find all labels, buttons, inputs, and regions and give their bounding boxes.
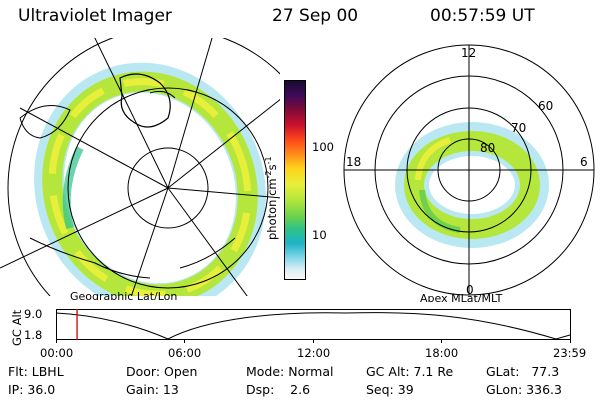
info-gain: Gain: 13: [126, 382, 179, 397]
mlt-label-18: 18: [346, 155, 361, 169]
aurora-oval-magnetic: [404, 131, 540, 239]
coastline-southeast: [179, 237, 236, 269]
altitude-ytick-high: 9.0: [24, 307, 43, 321]
coastline-islands: [149, 90, 176, 99]
time-label: 00:57:59 UT: [430, 6, 535, 26]
xtick-0000: 00:00: [40, 346, 74, 360]
magnetic-polar-plot: 12 18 6 0 60 70 80 Apex MLat/MLT: [343, 44, 595, 302]
colorbar-tick-100: 100: [312, 140, 334, 154]
altitude-ytick-low: 1.8: [24, 328, 43, 342]
mlt-label-12: 12: [461, 46, 476, 60]
altitude-x-ticks: [56, 340, 571, 343]
right-map-caption: Apex MLat/MLT: [420, 292, 503, 302]
mlt-label-0: 0: [466, 283, 474, 297]
info-ip: IP: 36.0: [8, 382, 56, 397]
info-glat: GLat: 77.3: [486, 364, 560, 379]
mlt-label-6: 6: [580, 155, 588, 169]
altitude-plot: [56, 309, 571, 343]
info-filter: Flt: LBHL: [8, 364, 64, 379]
lat-label-80: 80: [480, 141, 495, 155]
info-seq: Seq: 39: [366, 382, 414, 397]
info-dsp: Dsp: 2.6: [246, 382, 311, 397]
geographic-map: Geographic Lat/Lon: [0, 38, 280, 300]
left-map-caption: Geographic Lat/Lon: [70, 290, 177, 300]
altitude-ylabel: GC Alt: [10, 309, 24, 346]
aurora-bright-segment: [415, 137, 452, 181]
colorbar-unit-label: photon cm-2s-1: [264, 156, 279, 240]
info-door: Door: Open: [126, 364, 198, 379]
xtick-1800: 18:00: [425, 346, 459, 360]
aurora-dayside-patch: [62, 146, 84, 229]
lat-circle-middle: [67, 87, 269, 289]
aurora-duskside-segment: [419, 189, 461, 233]
meridian-lines: [0, 38, 280, 296]
altitude-plot-frame: [56, 309, 571, 340]
xtick-0600: 06:00: [168, 346, 202, 360]
lat-label-60: 60: [538, 99, 553, 113]
info-glon: GLon: 336.3: [486, 382, 562, 397]
lat-circle-inner: [127, 147, 209, 229]
lat-circle-outer: [7, 38, 280, 296]
altitude-curve: [56, 312, 571, 340]
greenland-coastline: [119, 73, 171, 128]
date-label: 27 Sep 00: [272, 6, 359, 26]
colorbar-tick-10: 10: [312, 228, 327, 242]
info-mode: Mode: Normal: [246, 364, 334, 379]
info-gc-alt: GC Alt: 7.1 Re: [366, 364, 454, 379]
instrument-title: Ultraviolet Imager: [18, 6, 172, 26]
lat-label-70: 70: [511, 121, 526, 135]
xtick-1200: 12:00: [297, 346, 331, 360]
colorbar: [284, 80, 306, 280]
aurora-bright-band: [48, 78, 252, 296]
xtick-2359: 23:59: [553, 346, 587, 360]
